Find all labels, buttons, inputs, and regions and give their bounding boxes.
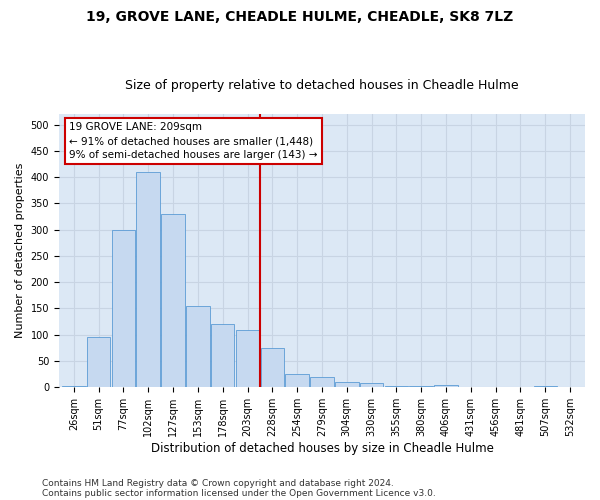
Bar (136, 172, 160, 388)
Bar (459, 387, 482, 388)
Text: 19, GROVE LANE, CHEADLE HULME, CHEADLE, SK8 7LZ: 19, GROVE LANE, CHEADLE HULME, CHEADLE, … (86, 10, 514, 24)
Bar (62, 386, 86, 388)
Bar (112, 230, 135, 388)
Bar (385, 386, 408, 388)
Bar (409, 386, 433, 388)
Bar (161, 214, 185, 388)
Bar (236, 330, 259, 388)
Bar (211, 324, 235, 388)
Title: Size of property relative to detached houses in Cheadle Hulme: Size of property relative to detached ho… (125, 79, 519, 92)
Bar (533, 386, 557, 388)
Bar (484, 387, 508, 388)
Bar (434, 385, 458, 388)
Bar (310, 377, 334, 388)
Bar (360, 383, 383, 388)
Bar (87, 338, 110, 388)
X-axis label: Distribution of detached houses by size in Cheadle Hulme: Distribution of detached houses by size … (151, 442, 493, 455)
Bar (559, 387, 582, 388)
Bar (286, 374, 309, 388)
Bar (260, 348, 284, 388)
Y-axis label: Number of detached properties: Number of detached properties (15, 163, 25, 338)
Text: Contains HM Land Registry data © Crown copyright and database right 2024.: Contains HM Land Registry data © Crown c… (42, 478, 394, 488)
Bar (186, 306, 209, 388)
Bar (335, 382, 359, 388)
Text: 19 GROVE LANE: 209sqm
← 91% of detached houses are smaller (1,448)
9% of semi-de: 19 GROVE LANE: 209sqm ← 91% of detached … (70, 122, 318, 160)
Text: Contains public sector information licensed under the Open Government Licence v3: Contains public sector information licen… (42, 488, 436, 498)
